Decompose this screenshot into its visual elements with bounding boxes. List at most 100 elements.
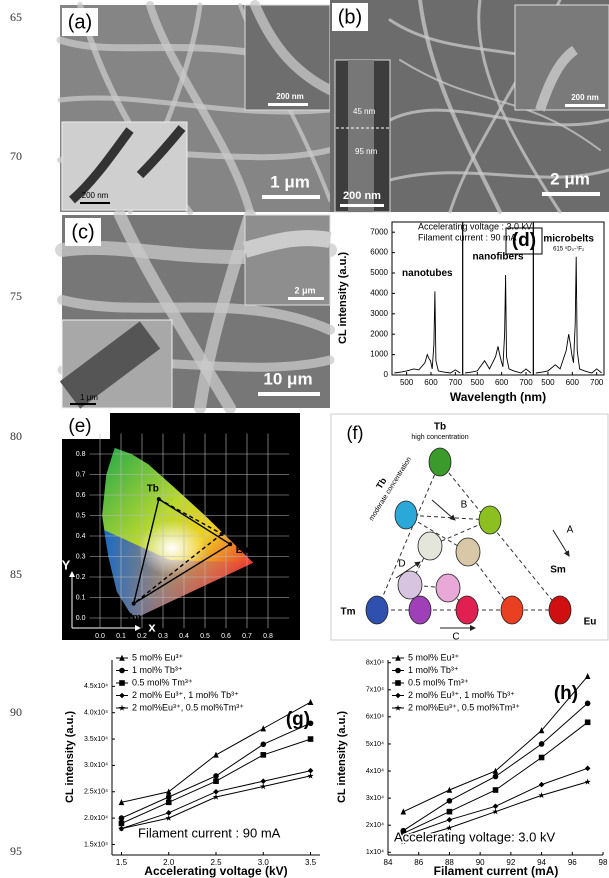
panel-c: (c) 2 μm 1 μm 10 μm: [62, 215, 330, 408]
marker: [308, 699, 314, 705]
panel-label: (g): [286, 709, 310, 730]
legend-marker: [395, 693, 401, 699]
scale-bar-label: 200 nm: [82, 191, 109, 200]
line-number: 70: [10, 149, 22, 163]
subplot-frame: [533, 222, 604, 375]
marker: [166, 799, 172, 805]
x-tick-label: 600: [424, 378, 438, 387]
y-tick-label: 0.3: [76, 553, 86, 560]
marker: [213, 773, 219, 779]
y-tick-label: 4.5x10⁴: [84, 683, 108, 690]
line-number: 80: [10, 429, 22, 443]
legend-marker: [119, 693, 125, 699]
marker: [539, 741, 545, 747]
series-label: nanotubes: [402, 268, 453, 279]
x-tick-label: 0.5: [200, 633, 210, 640]
x-tick-label: 86: [414, 858, 423, 867]
dimension-label: 95 nm: [355, 147, 378, 156]
x-tick-label: 700: [590, 378, 604, 387]
panel-label: (b): [338, 6, 362, 28]
arrow-label: C: [452, 632, 459, 643]
spectrum-line: [465, 275, 531, 373]
y-axis-label: Y: [62, 557, 71, 572]
y-tick-label: 8x10⁴: [366, 660, 384, 667]
y-axis-label: CL intensity (a.u.): [336, 711, 348, 803]
y-tick-label: 4.0x10⁴: [84, 710, 108, 717]
legend-marker: [119, 680, 125, 686]
x-tick-label: 500: [471, 378, 485, 387]
x-tick-label: 1.5: [116, 858, 128, 867]
marker: [447, 809, 453, 815]
scale-bar-label: 200 nm: [276, 92, 304, 101]
scale-bar-label: 1 μm: [80, 393, 98, 402]
marker: [584, 778, 590, 784]
x-axis-label: x: [148, 619, 156, 634]
annotation: Filament current : 90 mA: [418, 232, 517, 242]
y-tick-label: 0.2: [76, 574, 86, 581]
x-axis-label: Accelerating voltage (kV): [144, 864, 287, 878]
scale-bar: [262, 195, 320, 199]
series-label: microbelts: [543, 233, 594, 244]
marker: [307, 773, 313, 779]
y-tick-label: 7000: [370, 227, 388, 236]
marker: [213, 778, 219, 784]
scale-bar-label: 2 μm: [550, 169, 590, 188]
y-tick-label: 5000: [370, 268, 388, 277]
line-number: 90: [10, 705, 22, 719]
scale-bar: [80, 202, 110, 204]
marker: [493, 803, 499, 809]
panel-a: (a) 200 nm 1 μm 200 nm: [60, 5, 330, 212]
dimension-label: 45 nm: [353, 107, 376, 116]
panel-label: (d): [512, 230, 536, 251]
y-tick-label: 0.7: [76, 471, 86, 478]
line-number: 85: [10, 567, 22, 581]
scale-bar: [340, 204, 384, 207]
panel-label: (f): [347, 423, 364, 443]
node-label: Sm: [550, 565, 566, 576]
scale-bar-label: 200 nm: [571, 93, 599, 102]
marker: [447, 787, 453, 793]
y-tick-label: 6000: [370, 248, 388, 257]
x-tick-label: 500: [541, 378, 555, 387]
y-axis-label: CL intensity (a.u.): [337, 252, 349, 344]
marker: [401, 808, 407, 814]
marker: [260, 725, 266, 731]
y-tick-label: 5x10⁴: [366, 741, 384, 748]
x-tick-label: 0.6: [221, 633, 231, 640]
y-tick-label: 1.5x10⁴: [84, 841, 108, 848]
panel-label: (c): [71, 221, 94, 243]
figure: 65 70 75 80 85 90 95 (a) 200 nm 1 μm 200…: [0, 0, 609, 878]
marker: [447, 798, 453, 804]
y-tick-label: 0.6: [76, 492, 86, 499]
marker: [585, 766, 591, 772]
x-tick-label: 600: [495, 378, 509, 387]
annotation: Accelerating voltage: 3.0 kV: [394, 829, 555, 844]
legend-label: 5 mol% Eu³⁺: [408, 652, 460, 662]
y-axis-label: CL intensity (a.u.): [64, 711, 76, 803]
x-tick-label: 84: [384, 858, 393, 867]
y-tick-label: 3x10⁴: [366, 795, 384, 802]
marker: [119, 815, 125, 821]
marker: [308, 736, 314, 742]
y-tick-label: 0.1: [76, 594, 86, 601]
x-tick-label: 0.8: [263, 633, 273, 640]
point-label: Tm: [126, 612, 141, 623]
line-number: 95: [10, 844, 22, 858]
scale-bar: [542, 192, 600, 196]
scale-bar-label: 200 nm: [343, 190, 381, 202]
scale-bar: [70, 403, 96, 405]
scale-bar: [258, 392, 320, 396]
spectrum-line: [394, 291, 460, 373]
point: [220, 532, 224, 536]
node-label: high concentration: [411, 434, 468, 441]
y-tick-label: 6x10⁴: [366, 714, 384, 721]
marker: [585, 673, 591, 679]
panel-e: [62, 413, 300, 640]
y-tick-label: 4x10⁴: [366, 768, 384, 775]
marker: [493, 787, 499, 793]
y-tick-label: 7x10⁴: [366, 687, 384, 694]
scale-bar-label: 10 μm: [263, 369, 312, 388]
x-tick-label: 0.0: [95, 633, 105, 640]
y-tick-label: 0.8: [76, 451, 86, 458]
marker: [213, 752, 219, 758]
